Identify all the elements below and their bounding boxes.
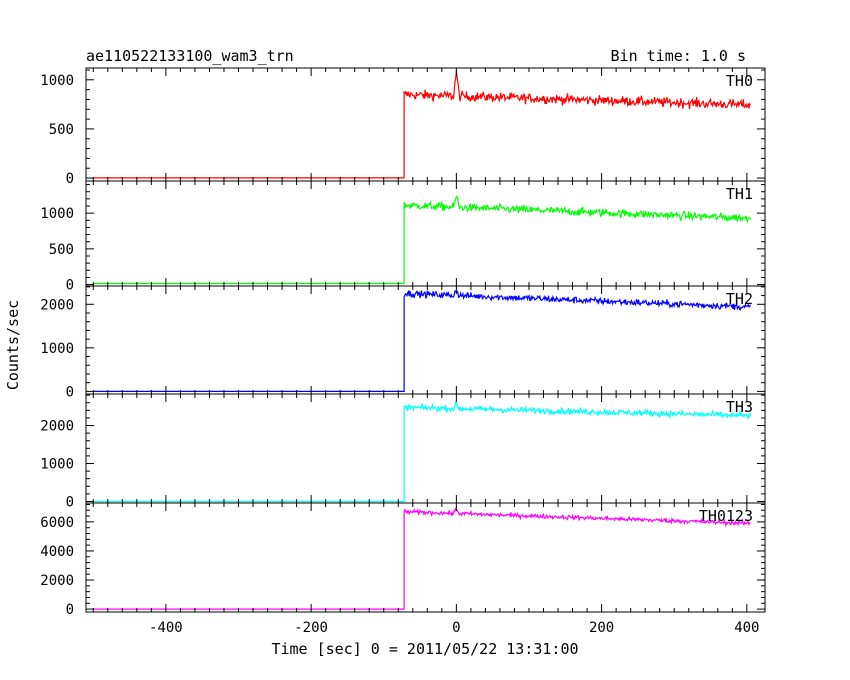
series-line-th1 <box>93 195 752 285</box>
panel-name-label: TH1 <box>726 185 753 203</box>
y-tick-label: 2000 <box>40 297 74 313</box>
chart-title: ae110522133100_wam3_trn <box>86 47 294 65</box>
y-axis-label: Counts/sec <box>4 300 22 390</box>
panel-frame <box>85 180 766 287</box>
panel-name-label: TH0123 <box>699 507 753 525</box>
y-tick-label: 0 <box>66 384 74 400</box>
y-tick-label: 0 <box>66 278 74 294</box>
x-tick-label: -200 <box>294 620 328 636</box>
panel-name-label: TH2 <box>726 290 753 308</box>
panel-th3: 0 1000 2000 TH3 <box>40 393 766 510</box>
y-tick-label: 0 <box>66 602 74 618</box>
y-tick-label: 0 <box>66 494 74 510</box>
y-tick-label: 4000 <box>40 544 74 560</box>
series-line-th0123 <box>93 507 751 610</box>
y-tick-label: 1000 <box>40 341 74 357</box>
y-tick-label: 0 <box>66 171 74 187</box>
y-tick-label: 1000 <box>40 206 74 222</box>
panel-frame <box>85 502 766 613</box>
x-tick-label: 200 <box>589 620 614 636</box>
panel-th2: 0 1000 2000 TH2 <box>40 285 766 400</box>
panel-frame <box>85 393 766 504</box>
series-line-th0 <box>93 70 751 179</box>
panel-th1: 0 500 1000 TH1 <box>40 180 766 294</box>
panel-th0: 0 500 1000 TH0 <box>40 67 766 187</box>
panel-frame <box>85 67 766 182</box>
y-tick-label: 500 <box>49 122 74 138</box>
y-tick-label: 6000 <box>40 515 74 531</box>
panel-name-label: TH0 <box>726 72 753 90</box>
x-tick-label: -400 <box>149 620 183 636</box>
y-tick-label: 500 <box>49 242 74 258</box>
x-axis-label: Time [sec] 0 = 2011/05/22 13:31:00 <box>271 640 578 658</box>
series-line-th2 <box>93 289 752 392</box>
panel-th0123: 0 2000 4000 6000 TH0123 <box>40 502 766 618</box>
bin-time-label: Bin time: 1.0 s <box>611 47 746 65</box>
y-tick-label: 1000 <box>40 457 74 473</box>
y-tick-label: 1000 <box>40 73 74 89</box>
y-tick-label: 2000 <box>40 419 74 435</box>
panel-name-label: TH3 <box>726 398 753 416</box>
x-tick-label: 400 <box>734 620 759 636</box>
y-tick-label: 2000 <box>40 573 74 589</box>
series-line-th3 <box>93 401 752 503</box>
x-tick-label: 0 <box>452 620 460 636</box>
